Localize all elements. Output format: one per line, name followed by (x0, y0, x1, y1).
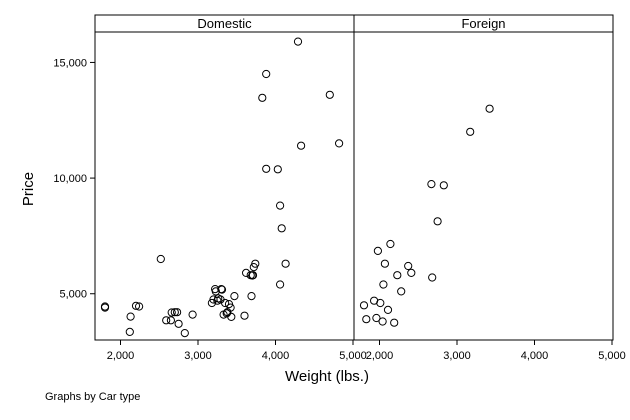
data-point (135, 302, 144, 311)
data-point (226, 303, 235, 312)
data-point (372, 313, 381, 323)
data-point (276, 201, 285, 210)
data-point (427, 180, 436, 189)
y-tick-label: 15,000 (53, 57, 87, 69)
data-point (466, 127, 475, 136)
data-point (247, 292, 256, 301)
x-tick-label: 4,000 (521, 350, 549, 362)
data-point (297, 141, 306, 150)
data-point (386, 239, 395, 249)
panel-domestic-title: Domestic (197, 16, 252, 31)
data-point (251, 259, 260, 268)
data-point (262, 164, 271, 173)
data-point (221, 298, 230, 308)
data-point (276, 280, 285, 289)
data-point (170, 308, 179, 317)
foreign-points (359, 104, 494, 327)
data-point (393, 271, 402, 280)
x-axis-title: Weight (lbs.) (285, 368, 369, 385)
data-point (180, 329, 189, 338)
data-point (156, 254, 165, 264)
panel-domestic-plot-area (94, 31, 355, 341)
data-point (362, 315, 371, 324)
data-point (262, 69, 271, 79)
data-point (404, 261, 413, 271)
x-axis-foreign: 2,000 3,000 4,000 5,000 (366, 340, 626, 362)
data-point (397, 287, 406, 296)
data-point (217, 285, 227, 294)
data-point (174, 319, 183, 328)
data-point (125, 327, 134, 336)
x-tick-label: 4,000 (262, 350, 290, 362)
data-point (211, 287, 220, 296)
domestic-points (100, 37, 344, 338)
data-point (373, 246, 382, 255)
data-point (173, 308, 182, 317)
panel-foreign-title: Foreign (461, 16, 505, 31)
data-point (188, 310, 197, 319)
data-point (293, 37, 303, 46)
data-point (126, 312, 135, 321)
data-point (240, 311, 249, 320)
y-axis-title: Price (20, 172, 37, 206)
data-point (359, 301, 369, 310)
data-point (162, 316, 171, 325)
data-point (258, 93, 267, 102)
data-point (325, 90, 334, 99)
x-tick-label: 2,000 (107, 350, 135, 362)
data-point (227, 312, 236, 321)
data-point (433, 217, 442, 226)
data-point (281, 259, 290, 268)
data-point (376, 298, 385, 308)
data-point (335, 139, 344, 148)
data-point (380, 259, 389, 268)
y-tick-label: 10,000 (53, 173, 87, 185)
panel-foreign-plot-area (353, 31, 614, 341)
data-point (230, 292, 239, 301)
y-axis: 5,000 10,000 15,000 (53, 57, 95, 301)
data-point (277, 224, 286, 233)
data-point (166, 316, 175, 325)
data-point (390, 318, 399, 327)
graph-note: Graphs by Car type (45, 391, 140, 403)
data-point (439, 181, 448, 190)
data-point (379, 280, 388, 289)
data-point (383, 305, 393, 314)
data-point (100, 302, 110, 311)
x-tick-label: 5,000 (598, 350, 626, 362)
y-tick-label: 5,000 (59, 289, 87, 301)
x-tick-label: 3,000 (184, 350, 212, 362)
data-point (378, 317, 387, 326)
data-point (248, 271, 258, 280)
data-point (131, 301, 141, 310)
data-point (167, 308, 176, 317)
x-tick-label: 3,000 (443, 350, 471, 362)
data-point (407, 268, 416, 277)
x-tick-label: 5,000 (339, 350, 367, 362)
data-point (428, 273, 437, 282)
data-point (485, 104, 494, 113)
x-tick-label: 2,000 (366, 350, 394, 362)
x-axis-domestic: 2,000 3,000 4,000 5,000 (107, 340, 367, 362)
data-point (273, 165, 282, 174)
